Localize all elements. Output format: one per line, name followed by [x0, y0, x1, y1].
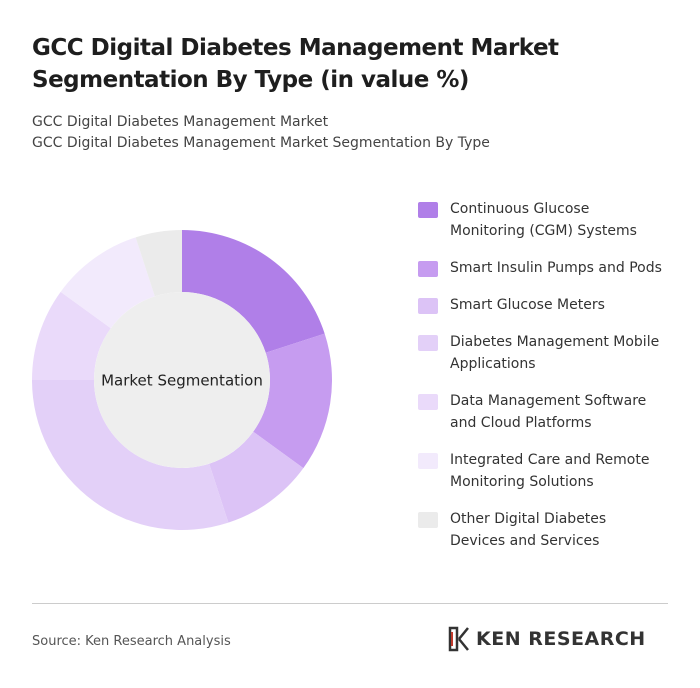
- legend-swatch: [418, 453, 438, 469]
- donut-slice: [253, 333, 332, 469]
- legend-item: Continuous Glucose Monitoring (CGM) Syst…: [418, 198, 678, 242]
- donut-slice: [135, 230, 182, 297]
- legend-swatch: [418, 512, 438, 528]
- legend-item: Integrated Care and Remote Monitoring So…: [418, 449, 678, 493]
- legend-label: Data Management Software and Cloud Platf…: [450, 393, 647, 431]
- legend-swatch: [418, 298, 438, 314]
- legend-label: Other Digital Diabetes Devices and Servi…: [450, 511, 607, 549]
- legend-label: Smart Insulin Pumps and Pods: [450, 260, 662, 276]
- donut-slice: [32, 380, 229, 530]
- brand-icon: [448, 626, 469, 652]
- legend-item: Smart Glucose Meters: [418, 294, 678, 316]
- legend-label: Diabetes Management Mobile Applications: [450, 334, 660, 372]
- subtitles: GCC Digital Diabetes Management Market G…: [32, 112, 490, 154]
- subtitle: GCC Digital Diabetes Management Market S…: [32, 135, 490, 151]
- brand-name: KEN RESEARCH: [476, 628, 646, 650]
- donut-slice: [209, 431, 304, 523]
- legend-item: Smart Insulin Pumps and Pods: [418, 257, 678, 279]
- divider: [32, 603, 668, 604]
- legend: Continuous Glucose Monitoring (CGM) Syst…: [418, 198, 678, 567]
- legend-item: Other Digital Diabetes Devices and Servi…: [418, 508, 678, 552]
- legend-label: Continuous Glucose Monitoring (CGM) Syst…: [450, 201, 637, 239]
- legend-swatch: [418, 202, 438, 218]
- legend-swatch: [418, 394, 438, 410]
- chart-title: GCC Digital Diabetes Management Market S…: [32, 35, 559, 93]
- legend-label: Integrated Care and Remote Monitoring So…: [450, 452, 650, 490]
- legend-label: Smart Glucose Meters: [450, 297, 605, 313]
- donut-center: [94, 292, 270, 468]
- donut-slice: [182, 230, 325, 353]
- brand-logo: KEN RESEARCH: [448, 626, 646, 652]
- subtitle: GCC Digital Diabetes Management Market: [32, 114, 329, 130]
- donut-slice: [60, 237, 155, 329]
- center-label: Market Segmentation: [101, 372, 263, 390]
- source: Source: Ken Research Analysis: [32, 634, 231, 649]
- legend-swatch: [418, 335, 438, 351]
- legend-item: Data Management Software and Cloud Platf…: [418, 390, 678, 434]
- legend-swatch: [418, 261, 438, 277]
- legend-item: Diabetes Management Mobile Applications: [418, 331, 678, 375]
- donut-chart: Market Segmentation: [32, 230, 332, 530]
- donut-slice: [32, 291, 111, 380]
